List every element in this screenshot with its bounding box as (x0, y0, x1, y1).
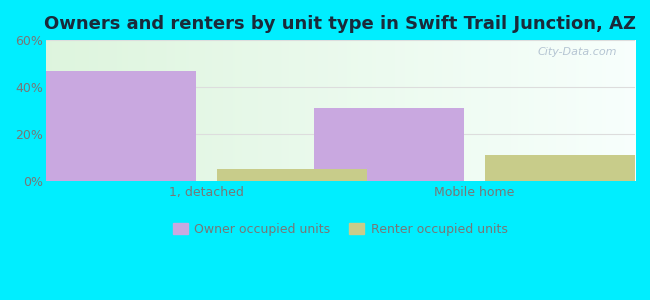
Bar (313, 108, 463, 181)
Bar (46, 70, 196, 181)
Title: Owners and renters by unit type in Swift Trail Junction, AZ: Owners and renters by unit type in Swift… (44, 15, 636, 33)
Legend: Owner occupied units, Renter occupied units: Owner occupied units, Renter occupied un… (168, 218, 512, 241)
Text: City-Data.com: City-Data.com (538, 47, 618, 57)
Bar (217, 169, 367, 181)
Bar (485, 155, 635, 181)
